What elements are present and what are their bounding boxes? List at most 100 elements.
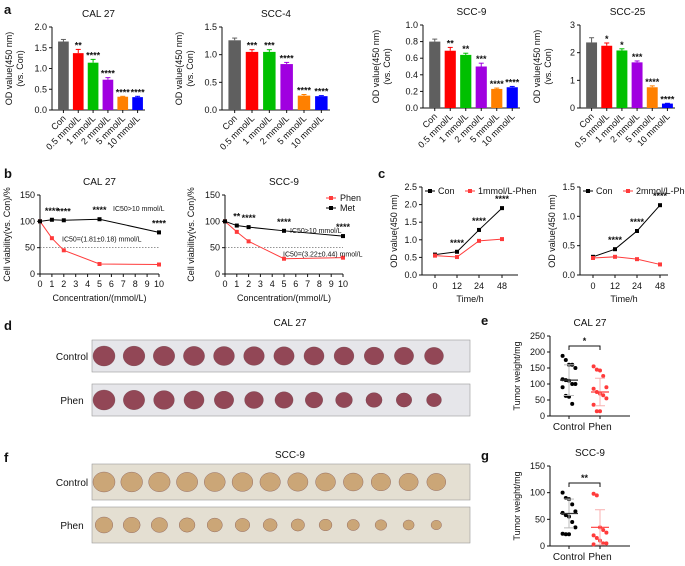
y-tick-label: 50: [210, 243, 220, 253]
data-point: [594, 409, 599, 414]
data-point: [601, 528, 606, 532]
bar: [616, 50, 628, 108]
y-tick-label: 0.5: [562, 241, 575, 251]
data-point: [598, 368, 602, 373]
y-axis-label: OD value(450 nm): [389, 194, 399, 268]
chart-a1: CAL 27 0.0 0.5 1.0 1.5 2.0 OD value(450 nm) (vs…: [4, 9, 145, 152]
ic50-met-annotation: IC50>10 mmol/L: [290, 228, 342, 235]
x-tick-label: 9: [329, 279, 334, 289]
data-point: [594, 493, 599, 498]
y-tick-label: 100: [205, 216, 220, 226]
data-point: [591, 386, 596, 391]
data-point: [61, 248, 66, 253]
tumor-specimen: [303, 346, 325, 366]
significance-label: ****: [280, 53, 295, 63]
data-point: [591, 255, 595, 260]
y-tick-label: 1.0: [34, 64, 47, 74]
data-point: [598, 409, 602, 414]
significance-label: ****: [116, 87, 131, 97]
data-point: [591, 533, 596, 538]
y-tick-label: 0: [215, 269, 220, 279]
significance-label: ***: [264, 41, 275, 51]
significance-label: ****: [277, 217, 292, 227]
data-point: [477, 227, 481, 232]
y-tick-label: 0.0: [562, 270, 575, 280]
tumor-specimen: [333, 346, 355, 366]
tumor-specimen: [274, 391, 294, 409]
significance-label: *: [605, 34, 609, 44]
tumor-specimen: [430, 520, 442, 530]
y-tick-label: 2: [570, 48, 575, 58]
tumor-specimen: [424, 347, 444, 365]
bar: [132, 97, 143, 110]
y-tick-label: 50: [535, 514, 545, 524]
x-tick-label: 0: [432, 281, 437, 291]
tumor-specimen: [92, 389, 116, 411]
bar: [263, 51, 276, 110]
significance-label: **: [581, 473, 589, 483]
y-tick-label: 1.0: [404, 235, 417, 245]
significance-label: ****: [450, 238, 465, 248]
significance-label: ****: [152, 218, 167, 228]
x-tick-label: 9: [145, 279, 150, 289]
significance-label: ****: [630, 217, 645, 227]
significance-label: ****: [92, 205, 107, 215]
bar: [280, 64, 293, 110]
bar: [315, 96, 328, 110]
legend-label: Con: [438, 186, 455, 196]
bar: [631, 62, 643, 108]
tumor-specimen: [153, 346, 175, 366]
bar: [475, 66, 487, 108]
data-point: [591, 364, 596, 369]
significance-label: ***: [476, 54, 487, 64]
x-tick-label: 0: [590, 281, 595, 291]
data-point: [570, 401, 575, 406]
y-tick-label: 0.5: [404, 252, 417, 262]
y-tick-label: 50: [25, 243, 35, 253]
significance-bracket: [568, 345, 601, 350]
x-tick-label: 7: [121, 279, 126, 289]
data-point: [223, 219, 227, 224]
y-tick-label: 0: [30, 269, 35, 279]
tumor-specimen: [153, 390, 175, 410]
y-axis-label-2: (vs. Con): [185, 50, 195, 87]
y-tick-label: 0.0: [204, 105, 217, 115]
x-tick-label: Control: [553, 552, 585, 563]
tumor-specimen: [426, 473, 446, 491]
tumor-specimen: [148, 472, 171, 492]
series-line-Con: [434, 207, 503, 256]
ic50-met-annotation: IC50>10 mmol/L: [113, 206, 165, 213]
y-tick-label: 2.5: [404, 182, 417, 192]
chart-c2: 0.0 0.5 1.0 1.5 OD value(450 nm) 0 12 24 48 Time/…: [547, 182, 685, 304]
data-point: [573, 509, 578, 514]
y-tick-label: 0.5: [204, 77, 217, 87]
chart-title: CAL 27: [82, 9, 115, 20]
series-line-1mmol/L-Phen: [434, 238, 503, 258]
y-tick-label: 150: [530, 363, 545, 373]
x-tick-label: 24: [474, 281, 484, 291]
data-point: [97, 217, 102, 222]
tumor-specimen: [183, 390, 205, 410]
y-axis-label: Cell viability(vs. Con)/%: [186, 187, 196, 282]
legend-marker: [586, 189, 590, 193]
panel-label-c: c: [378, 166, 385, 181]
panel-label-f: f: [4, 450, 9, 465]
y-axis-label: Tumor weight/mg: [512, 471, 522, 540]
tumor-specimen: [213, 346, 235, 366]
y-tick-label: 0.6: [405, 53, 418, 63]
data-point: [573, 366, 578, 370]
chart-title: SCC-4: [261, 9, 291, 20]
chart-title: SCC-9: [269, 177, 299, 188]
y-tick-label: 1.5: [562, 182, 575, 192]
tumor-specimen: [92, 345, 116, 367]
tumor-specimen: [176, 472, 198, 492]
x-tick-label: 5: [281, 279, 286, 289]
bar: [102, 79, 114, 110]
significance-label: ****: [336, 222, 351, 232]
bar: [117, 96, 129, 110]
x-tick-label: 5: [97, 279, 102, 289]
x-tick-label: 4: [85, 279, 90, 289]
x-tick-label: 10: [154, 279, 164, 289]
